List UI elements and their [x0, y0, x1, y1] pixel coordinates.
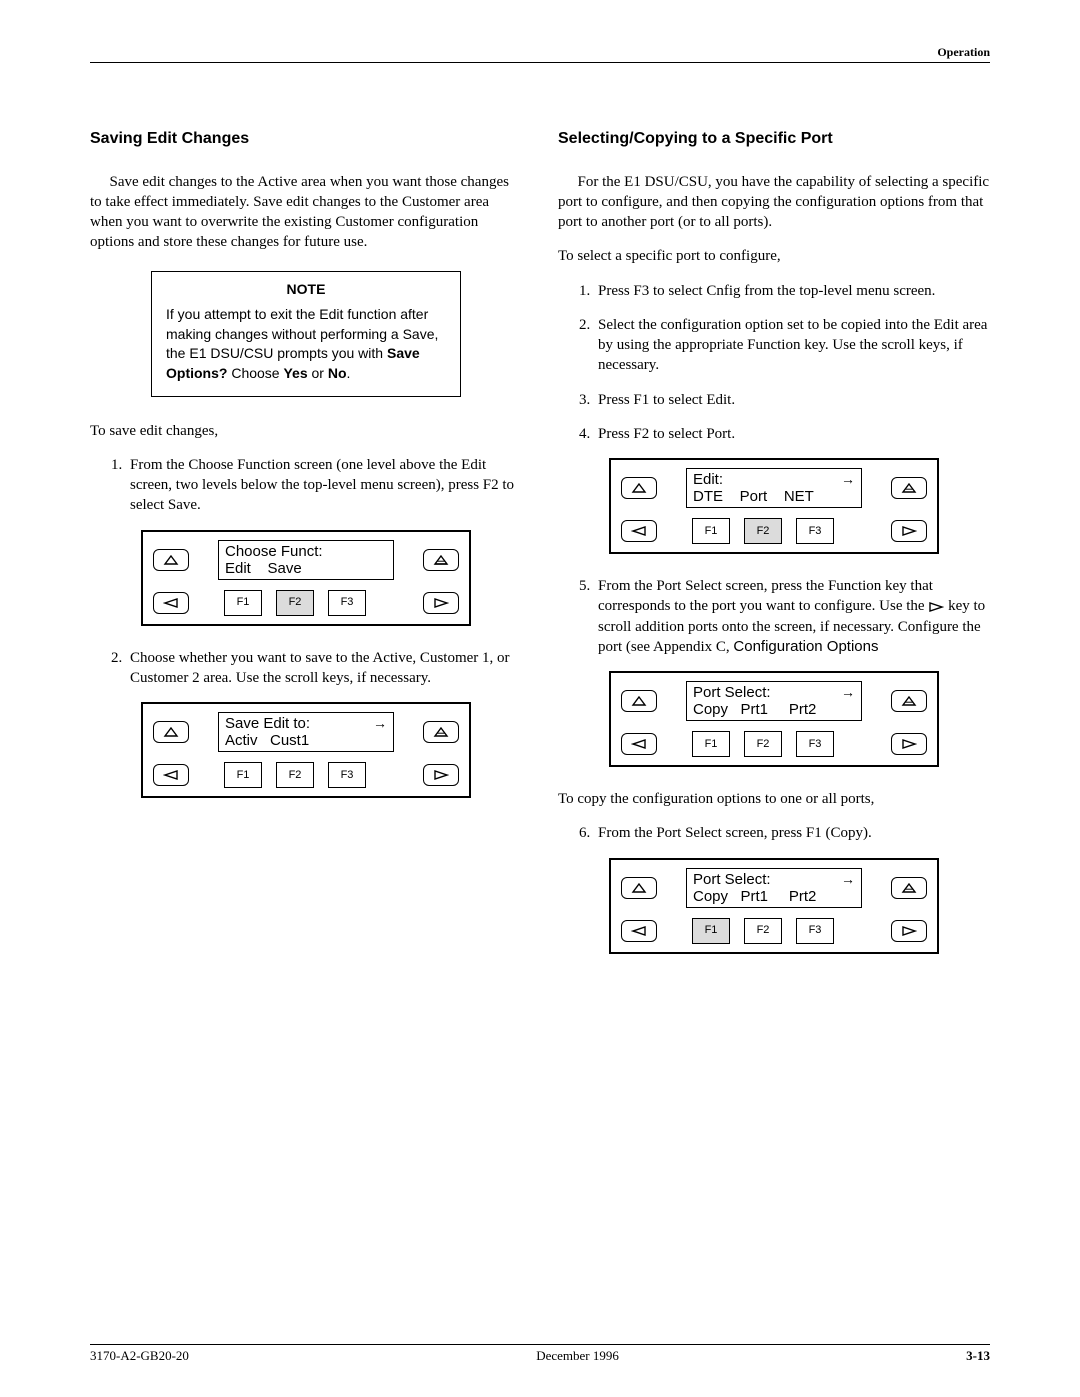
right-step-3: Press F1 to select Edit.	[594, 390, 990, 410]
fkey-f3-p2[interactable]: F3	[796, 918, 834, 944]
right-heading: Selecting/Copying to a Specific Port	[558, 128, 990, 150]
panel-save-edit-to: → Save Edit to: Activ Cust1 F1 F2 F3	[141, 702, 471, 798]
fkey-f2[interactable]: F2	[276, 590, 314, 616]
left-column: Saving Edit Changes Save edit changes to…	[90, 128, 522, 976]
right-step-2: Select the configuration option set to b…	[594, 315, 990, 376]
nav-right-2[interactable]	[423, 764, 459, 786]
lcd-port-select-2: → Port Select: Copy Prt1 Prt2	[686, 868, 862, 908]
footer: 3170-A2-GB20-20 December 1996 3-13	[90, 1347, 990, 1365]
right-to-copy: To copy the configuration options to one…	[558, 789, 990, 809]
panel-edit: → Edit: DTE Port NET F1 F2 F3	[609, 458, 939, 554]
nav-up-left-2[interactable]	[153, 721, 189, 743]
nav-left-e[interactable]	[621, 520, 657, 542]
fkey-f1-p1[interactable]: F1	[692, 731, 730, 757]
footer-page: 3-13	[966, 1347, 990, 1365]
right-column: Selecting/Copying to a Specific Port For…	[558, 128, 990, 976]
right-step-4: Press F2 to select Port.	[594, 424, 990, 444]
panel-port-select-2: → Port Select: Copy Prt1 Prt2 F1 F2 F3	[609, 858, 939, 954]
right-step-1: Press F3 to select Cnfig from the top-le…	[594, 281, 990, 301]
fkey-f1-e[interactable]: F1	[692, 518, 730, 544]
right-intro: For the E1 DSU/CSU, you have the capabil…	[558, 172, 990, 233]
footer-docnum: 3170-A2-GB20-20	[90, 1347, 189, 1365]
panel-choose-funct: Choose Funct: Edit Save F1 F2 F3	[141, 530, 471, 626]
right-to-select: To select a specific port to configure,	[558, 246, 990, 266]
fkey-f2-b[interactable]: F2	[276, 762, 314, 788]
fkey-f2-p2[interactable]: F2	[744, 918, 782, 944]
nav-right[interactable]	[423, 592, 459, 614]
fkey-f3-p1[interactable]: F3	[796, 731, 834, 757]
left-heading: Saving Edit Changes	[90, 128, 522, 150]
nav-up-right[interactable]	[423, 549, 459, 571]
note-box: NOTE If you attempt to exit the Edit fun…	[151, 271, 461, 397]
right-steps-6: From the Port Select screen, press F1 (C…	[558, 823, 990, 843]
fkey-f1[interactable]: F1	[224, 590, 262, 616]
nav-up-right-p1[interactable]	[891, 690, 927, 712]
nav-up-left[interactable]	[153, 549, 189, 571]
fkey-f1-b[interactable]: F1	[224, 762, 262, 788]
fkey-f2-e[interactable]: F2	[744, 518, 782, 544]
note-body: If you attempt to exit the Edit function…	[166, 305, 446, 383]
header-section: Operation	[937, 44, 990, 60]
nav-right-p2[interactable]	[891, 920, 927, 942]
right-steps: Press F3 to select Cnfig from the top-le…	[558, 281, 990, 445]
nav-left-2[interactable]	[153, 764, 189, 786]
fkey-f2-p1[interactable]: F2	[744, 731, 782, 757]
nav-up-left-p1[interactable]	[621, 690, 657, 712]
lcd-edit: → Edit: DTE Port NET	[686, 468, 862, 508]
header-rule	[90, 62, 990, 63]
scroll-right-icon	[928, 598, 944, 614]
fkey-f3-e[interactable]: F3	[796, 518, 834, 544]
fkey-f3-b[interactable]: F3	[328, 762, 366, 788]
right-steps-5: From the Port Select screen, press the F…	[558, 576, 990, 657]
nav-up-right-2[interactable]	[423, 721, 459, 743]
nav-up-left-p2[interactable]	[621, 877, 657, 899]
nav-right-p1[interactable]	[891, 733, 927, 755]
footer-rule	[90, 1344, 990, 1345]
left-step-1: From the Choose Function screen (one lev…	[126, 455, 522, 516]
left-to-save: To save edit changes,	[90, 421, 522, 441]
left-steps-2: Choose whether you want to save to the A…	[90, 648, 522, 689]
lcd-port-select-1: → Port Select: Copy Prt1 Prt2	[686, 681, 862, 721]
footer-date: December 1996	[536, 1347, 619, 1365]
right-step-6: From the Port Select screen, press F1 (C…	[594, 823, 990, 843]
nav-up-right-e[interactable]	[891, 477, 927, 499]
fkey-f1-p2[interactable]: F1	[692, 918, 730, 944]
left-steps: From the Choose Function screen (one lev…	[90, 455, 522, 516]
right-step-5: From the Port Select screen, press the F…	[594, 576, 990, 657]
fkey-f3[interactable]: F3	[328, 590, 366, 616]
nav-right-e[interactable]	[891, 520, 927, 542]
lcd-choose-funct: Choose Funct: Edit Save	[218, 540, 394, 580]
nav-left[interactable]	[153, 592, 189, 614]
lcd-save-edit-to: → Save Edit to: Activ Cust1	[218, 712, 394, 752]
nav-left-p2[interactable]	[621, 920, 657, 942]
left-intro: Save edit changes to the Active area whe…	[90, 172, 522, 253]
nav-up-left-e[interactable]	[621, 477, 657, 499]
nav-left-p1[interactable]	[621, 733, 657, 755]
panel-port-select-1: → Port Select: Copy Prt1 Prt2 F1 F2 F3	[609, 671, 939, 767]
nav-up-right-p2[interactable]	[891, 877, 927, 899]
note-title: NOTE	[166, 280, 446, 300]
left-step-2: Choose whether you want to save to the A…	[126, 648, 522, 689]
